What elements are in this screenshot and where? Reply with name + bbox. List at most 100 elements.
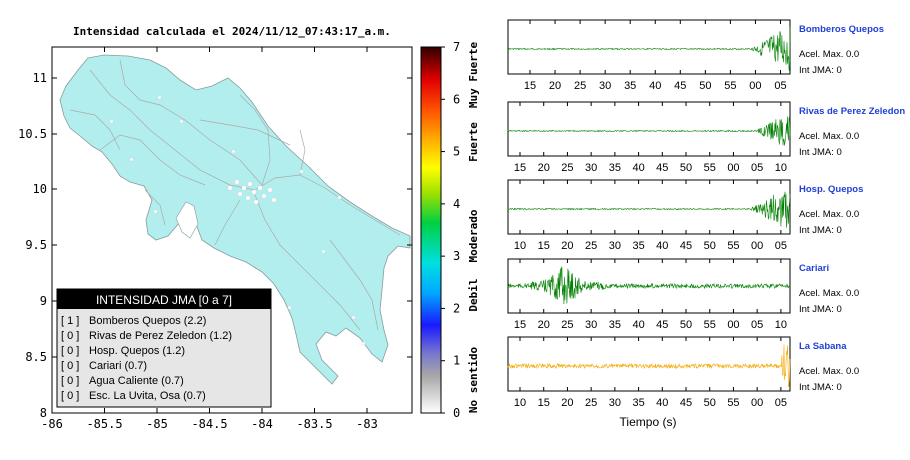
waveform-tick-label: 50 [680, 319, 692, 331]
waveform-tick-label: 40 [632, 162, 644, 174]
colorbar-tick-label: 5 [453, 145, 460, 159]
waveform-tick-label: 25 [574, 80, 586, 92]
waveform-panels: 15 20 25 30 35 40 45 50 55 00 05 Bomberos Quepos Ace… [507, 19, 905, 409]
station-name: Hosp. Quepos [799, 184, 863, 195]
map-x-axis: -86 -85.5 -85 -84.5 -84 -83.5 -83 [41, 47, 378, 431]
station-max-accel: Acel. Max. 0.0 [799, 366, 859, 377]
waveform-tick-label: 00 [751, 240, 763, 252]
map-y-tick-label: 8.5 [25, 350, 47, 364]
waveform-tick-label: 00 [751, 397, 763, 409]
station-jma-intensity: Int JMA: 0 [799, 225, 842, 236]
waveform-tick-label: 35 [609, 319, 621, 331]
waveform-tick-label: 45 [674, 80, 686, 92]
legend-row-station: Esc. La Uvita, Osa (0.7) [89, 390, 206, 402]
map-y-tick-label: 11 [33, 71, 47, 85]
map-y-tick-label: 9 [40, 294, 47, 308]
map-x-tick-label: -84.5 [191, 417, 227, 431]
station-name: La Sabana [799, 341, 847, 352]
waveform-tick-label: 35 [624, 80, 636, 92]
waveform-tick-label: 50 [680, 162, 692, 174]
colorbar-tick-label: 6 [453, 92, 460, 106]
waveform-trace [507, 191, 791, 228]
station-points [109, 95, 366, 346]
waveform-x-label: Tiempo (s) [620, 415, 677, 429]
waveform-tick-label: 20 [561, 397, 573, 409]
waveform-tick-label: 10 [775, 319, 787, 331]
station-max-accel: Acel. Max. 0.0 [799, 288, 859, 299]
waveform-trace [507, 344, 791, 388]
waveform-tick-label: 55 [727, 240, 739, 252]
waveform-tick-label: 35 [632, 397, 644, 409]
colorbar: 7 6 5 4 3 2 1 0 Muy Fuerte Fuerte Moderado Debil No… [420, 40, 480, 420]
waveform-tick-label: 15 [514, 162, 526, 174]
waveform-tick-label: 55 [727, 397, 739, 409]
map-plot: -86 -85.5 -85 -84.5 -84 -83.5 -83 11 10.5 10 9.5 9… [18, 46, 413, 431]
map-x-tick-label: -83 [356, 417, 378, 431]
waveform-panel: 15 20 25 30 35 40 45 50 55 00 05 10 Rivas de Perez Z… [507, 101, 905, 174]
waveform-tick-label: 35 [632, 240, 644, 252]
map-x-tick-label: -84 [251, 417, 273, 431]
waveform-tick-label: 20 [538, 162, 550, 174]
legend-row-station: Cariari (0.7) [89, 360, 147, 372]
legend-row-code: [ 0 ] [61, 360, 79, 372]
waveform-panel: 10 15 20 25 30 35 40 45 50 55 00 05 La Sabana Acel. M… [507, 336, 859, 409]
costa-rica-land [59, 54, 411, 385]
map-y-tick-label: 10.5 [18, 127, 47, 141]
waveform-tick-label: 05 [774, 80, 786, 92]
colorbar-category-label: Moderado [467, 209, 480, 262]
map-y-axis: 11 10.5 10 9.5 9 8.5 8 [18, 71, 412, 420]
waveform-tick-label: 55 [704, 319, 716, 331]
waveform-tick-label: 05 [751, 162, 763, 174]
waveform-tick-label: 25 [561, 319, 573, 331]
waveform-tick-label: 10 [775, 162, 787, 174]
colorbar-tick-label: 1 [453, 354, 460, 368]
colorbar-tick-label: 3 [453, 249, 460, 263]
waveform-tick-label: 40 [649, 80, 661, 92]
waveform-tick-label: 45 [656, 162, 668, 174]
colorbar-tick-label: 4 [453, 197, 460, 211]
map-y-tick-label: 8 [40, 406, 47, 420]
colorbar-category-label: Debil [467, 278, 480, 311]
waveform-trace [507, 26, 791, 71]
waveform-tick-label: 50 [704, 397, 716, 409]
legend-row-station: Bomberos Quepos (2.2) [89, 315, 206, 327]
waveform-trace [507, 266, 791, 305]
map-x-tick-label: -85.5 [86, 417, 122, 431]
waveform-tick-label: 40 [656, 397, 668, 409]
waveform-tick-label: 30 [609, 240, 621, 252]
waveform-tick-label: 00 [727, 162, 739, 174]
station-jma-intensity: Int JMA: 0 [799, 65, 842, 76]
waveform-tick-label: 45 [680, 240, 692, 252]
legend-row-code: [ 0 ] [61, 345, 79, 357]
waveform-tick-label: 25 [585, 397, 597, 409]
waveform-tick-label: 45 [680, 397, 692, 409]
waveform-tick-label: 45 [656, 319, 668, 331]
station-jma-intensity: Int JMA: 0 [799, 304, 842, 315]
colorbar-category-label: No sentido [467, 347, 480, 414]
waveform-tick-label: 05 [751, 319, 763, 331]
waveform-tick-label: 15 [538, 240, 550, 252]
waveform-tick-label: 35 [609, 162, 621, 174]
station-jma-intensity: Int JMA: 0 [799, 382, 842, 393]
map-x-tick-label: -83.5 [296, 417, 332, 431]
legend-row-station: Agua Caliente (0.7) [89, 375, 184, 387]
waveform-tick-label: 30 [609, 397, 621, 409]
map-x-tick-label: -85 [146, 417, 168, 431]
map-y-tick-label: 9.5 [25, 238, 47, 252]
legend-row-code: [ 0 ] [61, 390, 79, 402]
waveform-tick-label: 15 [514, 319, 526, 331]
map-title: Intensidad calculada el 2024/11/12_07:43… [73, 25, 391, 38]
waveform-tick-label: 05 [775, 240, 787, 252]
waveform-tick-label: 15 [524, 80, 536, 92]
waveform-tick-label: 50 [699, 80, 711, 92]
legend-row-code: [ 0 ] [61, 330, 79, 342]
waveform-tick-label: 30 [585, 162, 597, 174]
waveform-tick-label: 15 [538, 397, 550, 409]
waveform-tick-label: 30 [585, 319, 597, 331]
waveform-tick-label: 20 [549, 80, 561, 92]
waveform-tick-label: 05 [775, 397, 787, 409]
waveform-tick-label: 40 [656, 240, 668, 252]
legend-row-station: Hosp. Quepos (1.2) [89, 345, 185, 357]
station-max-accel: Acel. Max. 0.0 [799, 131, 859, 142]
